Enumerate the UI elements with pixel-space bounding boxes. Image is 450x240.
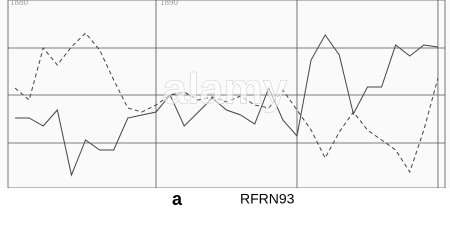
- data-line: [14, 32, 439, 174]
- footer-strip: [0, 188, 450, 212]
- watermark: alamy: [163, 65, 288, 114]
- page: {"chart_data": {"type": "line", "top_lab…: [0, 0, 450, 212]
- logo: a: [172, 189, 183, 209]
- background: [0, 0, 450, 212]
- data-line: [15, 34, 439, 177]
- top-label: 1890: [160, 0, 179, 7]
- image-id: RFRN93: [240, 191, 295, 207]
- top-label: 1880: [10, 0, 29, 7]
- chart: 1880 1890 alamy a RFRN93: [0, 0, 450, 212]
